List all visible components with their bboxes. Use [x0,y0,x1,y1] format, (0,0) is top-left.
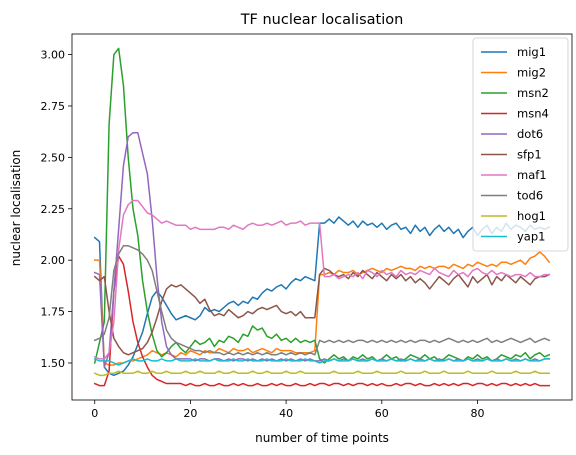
x-tick-label: 80 [471,407,485,420]
legend-label-yap1: yap1 [517,230,545,244]
legend-label-hog1: hog1 [517,209,546,223]
x-tick-label: 60 [375,407,389,420]
y-tick-label: 2.25 [41,203,66,216]
x-tick-label: 40 [279,407,293,420]
chart-title: TF nuclear localisation [240,12,404,28]
legend-label-mig2: mig2 [517,66,546,80]
legend-label-msn4: msn4 [517,107,549,121]
legend-label-dot6: dot6 [517,127,543,141]
legend-label-msn2: msn2 [517,86,549,100]
x-tick-label: 20 [183,407,197,420]
legend-label-sfp1: sfp1 [517,148,542,162]
legend-label-tod6: tod6 [517,189,543,203]
y-tick-label: 1.75 [41,306,66,319]
x-axis-label: number of time points [255,431,389,445]
legend-label-maf1: maf1 [517,168,547,182]
legend-label-mig1: mig1 [517,45,546,59]
y-tick-label: 2.75 [41,100,66,113]
y-tick-label: 1.50 [41,357,66,370]
legend: mig1 mig2 msn2 msn4 dot6 sfp1 maf1 tod6 hog1 yap1 [473,38,568,251]
x-tick-label: 0 [91,407,98,420]
y-axis-label: nuclear localisation [9,150,23,267]
y-tick-label: 2.00 [41,254,66,267]
y-tick-label: 3.00 [41,49,66,62]
y-tick-label: 2.50 [41,151,66,164]
